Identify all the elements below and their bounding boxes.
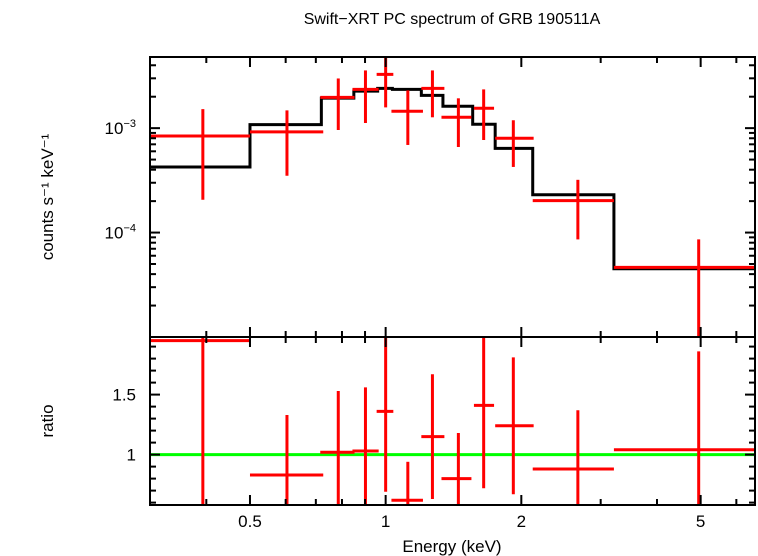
model-step-line: [150, 86, 755, 271]
ratio-point: [352, 387, 379, 505]
ratio-panel: [150, 337, 755, 505]
data-point: [391, 90, 423, 145]
data-point: [249, 110, 324, 176]
data-point: [352, 70, 379, 124]
ratio-point: [532, 410, 614, 505]
data-point: [441, 98, 472, 147]
ratio-point: [613, 351, 755, 505]
data-point: [421, 70, 445, 118]
y-axis-label-spectrum: counts s⁻¹ keV⁻¹: [38, 133, 57, 260]
data-point: [495, 120, 534, 167]
ratio-point: [495, 357, 534, 495]
ratio-point: [150, 337, 250, 505]
spectrum-panel: [150, 57, 755, 337]
ratio-point: [249, 415, 324, 505]
ratio-point: [421, 374, 445, 499]
y-tick-label: 1.5: [112, 386, 136, 405]
ratio-point: [376, 337, 394, 492]
data-point: [473, 89, 495, 140]
x-tick-label: 5: [696, 512, 705, 531]
ratio-point: [320, 391, 355, 505]
ratio-point: [391, 461, 423, 505]
x-tick-label: 1: [381, 512, 390, 531]
spectrum-frame: [149, 56, 756, 338]
y-tick-label: 1: [127, 446, 136, 465]
ratio-point: [441, 433, 472, 505]
chart-title: Swift−XRT PC spectrum of GRB 190511A: [304, 11, 601, 28]
y-axis-label-ratio: ratio: [38, 404, 57, 437]
data-point: [150, 109, 250, 200]
y-tick-label: 10−4: [105, 223, 136, 243]
data-point: [532, 179, 614, 240]
ratio-point: [473, 337, 495, 489]
data-point: [613, 239, 755, 337]
ratio-frame: [149, 336, 756, 506]
data-point: [320, 78, 355, 130]
axes: 0.5 1 2 5 10−3 10−4 1 1.5: [105, 56, 756, 531]
x-tick-label: 0.5: [238, 512, 262, 531]
x-axis-label: Energy (keV): [402, 537, 501, 556]
y-tick-label: 10−3: [105, 118, 136, 138]
x-tick-label: 2: [517, 512, 526, 531]
